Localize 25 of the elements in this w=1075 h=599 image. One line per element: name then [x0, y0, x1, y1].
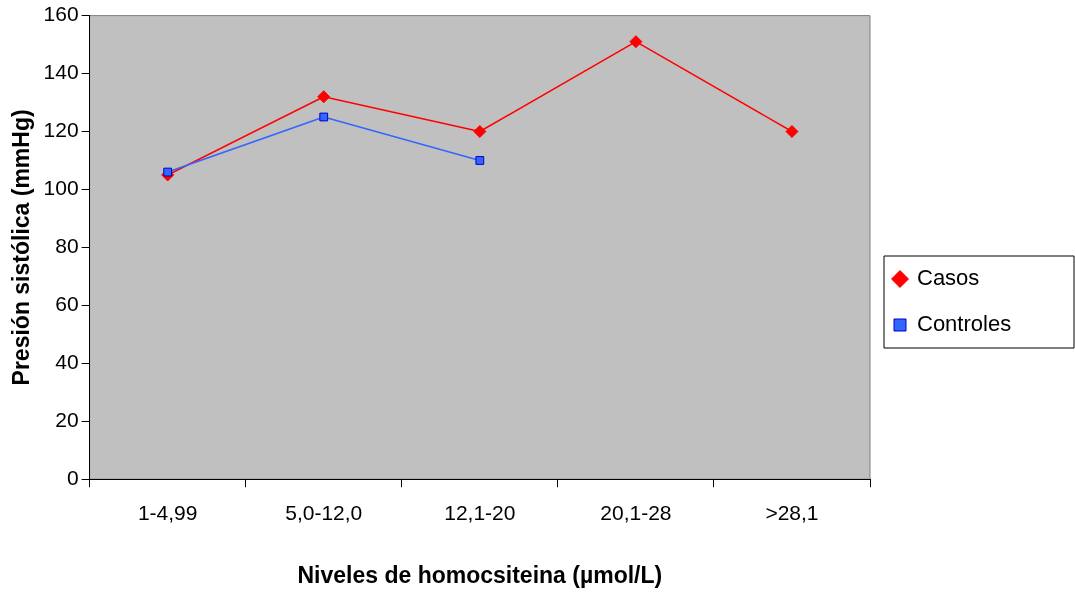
- y-tick-label: 140: [43, 60, 79, 84]
- y-tick-label: 0: [66, 466, 79, 489]
- point: [475, 156, 485, 165]
- x-tick-label: 12,1-20: [444, 500, 516, 524]
- y-tick-label: 160: [43, 2, 79, 26]
- x-axis-title: Niveles de homocsiteina (µmol/L): [297, 561, 663, 588]
- legend-label: Controles: [917, 311, 1012, 337]
- y-tick-label: 120: [43, 118, 79, 142]
- x-tick-label: >28,1: [765, 500, 819, 524]
- point: [473, 125, 487, 138]
- point: [319, 112, 329, 122]
- y-tick-label: 20: [55, 408, 79, 432]
- y-axis-title: Presión sistólica (mmHg): [8, 109, 35, 386]
- point: [317, 90, 331, 104]
- point: [629, 35, 643, 49]
- y-tick-label: 80: [55, 234, 79, 258]
- x-tick-label: 1-4,99: [137, 500, 198, 524]
- y-tick-label: 40: [55, 350, 79, 374]
- point: [785, 125, 799, 138]
- x-tick-label: 5,0-12,0: [285, 500, 363, 524]
- x-tick-label: 20,1-28: [600, 500, 672, 524]
- y-tick-label: 100: [43, 176, 79, 200]
- point: [163, 167, 173, 177]
- y-tick-label: 60: [55, 292, 79, 316]
- legend-label: Casos: [917, 265, 980, 291]
